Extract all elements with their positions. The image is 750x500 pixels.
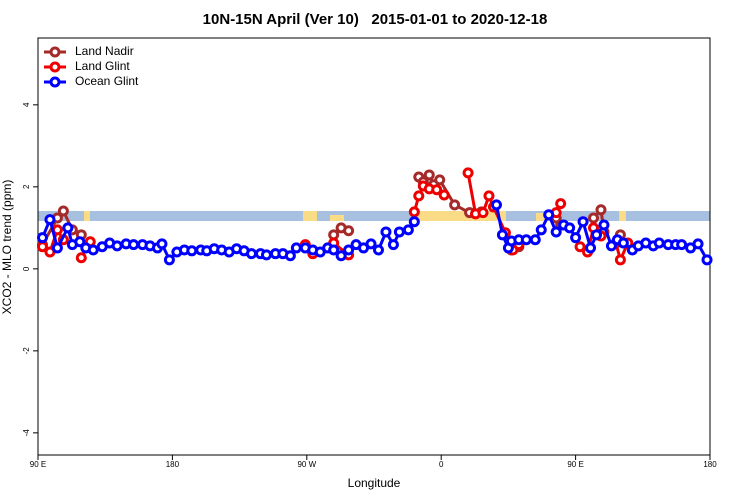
data-point <box>186 245 198 257</box>
y-tick-label: 2 <box>22 184 31 189</box>
data-point <box>74 236 86 248</box>
data-point <box>156 238 168 250</box>
land-patch <box>416 211 506 221</box>
data-point <box>598 219 610 231</box>
data-point <box>535 224 547 236</box>
data-point <box>431 184 443 196</box>
x-tick-label: 180 <box>703 460 717 469</box>
data-point <box>413 190 425 202</box>
y-tick-label: 0 <box>22 266 31 271</box>
ocean-strip <box>38 211 710 221</box>
x-tick-label: 90 E <box>567 460 583 469</box>
data-point <box>365 238 377 250</box>
legend-label: Land Glint <box>75 59 130 73</box>
data-point <box>335 250 347 262</box>
data-point <box>676 239 688 251</box>
data-point <box>449 199 461 211</box>
data-point <box>87 244 99 256</box>
data-point <box>574 241 586 253</box>
data-point <box>402 224 414 236</box>
data-point <box>246 248 258 260</box>
data-point <box>128 239 140 251</box>
legend-label: Ocean Glint <box>75 74 139 88</box>
data-point <box>701 254 713 266</box>
data-point <box>564 222 576 234</box>
y-tick-label: -4 <box>22 429 31 437</box>
y-tick-label: 4 <box>22 102 31 107</box>
data-point <box>408 206 420 218</box>
data-point <box>520 234 532 246</box>
data-point <box>477 207 489 219</box>
data-point <box>462 167 474 179</box>
data-point <box>57 205 69 217</box>
data-point <box>550 226 562 238</box>
data-point <box>595 204 607 216</box>
legend-marker <box>49 46 61 58</box>
x-axis-label: Longitude <box>348 476 401 490</box>
land-patch <box>536 213 546 221</box>
data-point <box>75 252 87 264</box>
data-point <box>284 250 296 262</box>
data-point <box>605 240 617 252</box>
data-point <box>438 189 450 201</box>
y-tick-label: -2 <box>22 347 31 355</box>
data-point <box>577 216 589 228</box>
data-point <box>62 222 74 234</box>
x-tick-label: 90 W <box>297 460 316 469</box>
data-point <box>692 238 704 250</box>
data-point <box>570 232 582 244</box>
data-point <box>387 239 399 251</box>
data-point <box>372 244 384 256</box>
legend-label: Land Nadir <box>75 44 134 58</box>
land-patch <box>330 215 344 221</box>
data-point <box>290 242 302 254</box>
chart-title: 10N-15N April (Ver 10) 2015-01-01 to 202… <box>203 11 548 28</box>
data-point <box>51 242 63 254</box>
y-axis-label: XCO2 - MLO trend (ppm) <box>0 180 14 315</box>
land-patch <box>303 211 317 221</box>
data-point <box>393 226 405 238</box>
data-point <box>423 169 435 181</box>
data-point <box>529 234 541 246</box>
data-point <box>588 212 600 224</box>
data-point <box>585 242 597 254</box>
land-patch <box>84 211 90 221</box>
land-patch <box>619 211 626 221</box>
legend-marker <box>49 61 61 73</box>
data-point <box>343 225 355 237</box>
legend-marker <box>49 76 61 88</box>
data-point <box>328 244 340 256</box>
data-point <box>111 240 123 252</box>
data-point <box>408 216 420 228</box>
x-tick-label: 0 <box>439 460 444 469</box>
x-tick-label: 90 E <box>30 460 46 469</box>
data-point <box>555 198 567 210</box>
data-point <box>653 237 665 249</box>
data-point <box>591 229 603 241</box>
x-tick-label: 180 <box>166 460 180 469</box>
data-point <box>483 190 495 202</box>
data-point <box>380 226 392 238</box>
data-point <box>617 237 629 249</box>
data-point <box>44 214 56 226</box>
data-point <box>434 174 446 186</box>
map-strip <box>38 211 710 221</box>
data-point <box>496 229 508 241</box>
data-point <box>343 244 355 256</box>
data-point <box>614 254 626 266</box>
data-point <box>163 254 175 266</box>
data-point <box>543 209 555 221</box>
data-point <box>36 232 48 244</box>
data-point <box>260 249 272 261</box>
data-point <box>490 199 502 211</box>
